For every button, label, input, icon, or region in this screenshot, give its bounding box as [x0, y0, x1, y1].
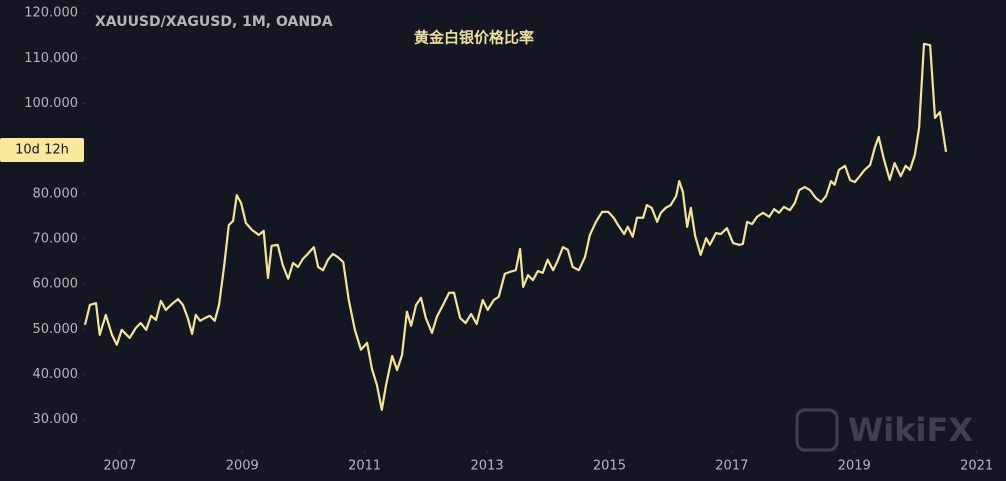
- countdown-box: [0, 138, 84, 162]
- chart-subtitle: XAUUSD/XAGUSD, 1M, OANDA: [95, 14, 333, 30]
- x-tick-label: 2017: [715, 459, 748, 474]
- x-tick-label: 2009: [226, 459, 259, 474]
- x-tick-label: 2015: [593, 459, 626, 474]
- y-tick-label: 50.000: [33, 322, 79, 337]
- y-tick-label: 60.000: [33, 277, 79, 292]
- x-tick-label: 2007: [103, 459, 136, 474]
- x-tick-label: 2021: [960, 459, 993, 474]
- watermark: WikiFX: [848, 411, 973, 449]
- y-tick-label: 110.000: [24, 51, 78, 66]
- countdown-label: 10d 12h: [15, 143, 69, 158]
- y-tick-label: 30.000: [33, 412, 79, 427]
- price-line: [83, 42, 948, 411]
- x-tick-label: 2019: [838, 459, 871, 474]
- y-tick-label: 40.000: [33, 367, 79, 382]
- y-tick-label: 70.000: [33, 232, 79, 247]
- chart-title: 黄金白银价格比率: [414, 29, 534, 47]
- plot: 30.000 40.000 50.000 60.000 70.000 80.000 100.…: [24, 6, 993, 474]
- y-tick-label: 80.000: [33, 186, 79, 201]
- y-tick-label: 100.000: [24, 96, 78, 111]
- x-tick-label: 2013: [471, 459, 504, 474]
- y-tick-label: 120.000: [24, 6, 78, 21]
- x-tick-label: 2011: [348, 459, 381, 474]
- watermark-logo: [795, 408, 839, 452]
